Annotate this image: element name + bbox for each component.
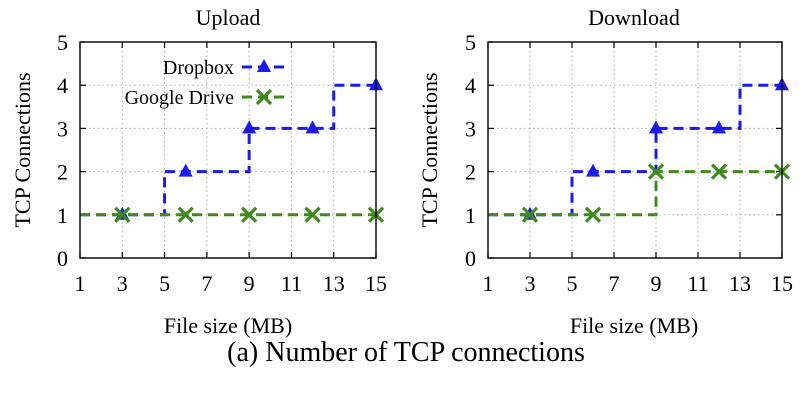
chart2-point-google-drive-stroke — [710, 163, 728, 180]
chart2-point-google-drive-stroke — [584, 206, 602, 223]
chart1-xtick-label: 3 — [117, 271, 128, 296]
chart2-ylabel: TCP Connections — [417, 72, 442, 227]
chart2-series-line-dropbox — [488, 83, 782, 217]
chart2-point-dropbox — [649, 120, 663, 134]
chart2-xtick-label: 15 — [771, 271, 793, 296]
chart2-point-google-drive-stroke — [521, 206, 539, 223]
chart2-ytick-label: 5 — [465, 30, 476, 55]
chart1-ytick-label: 4 — [57, 73, 68, 98]
chart1-xtick-label: 9 — [244, 271, 255, 296]
chart2-ytick-label: 3 — [465, 116, 476, 141]
figure-caption: (a) Number of TCP connections — [227, 337, 585, 368]
chart2-xtick-label: 9 — [651, 271, 662, 296]
legend-marker-triangle-icon — [257, 59, 271, 72]
chart2-xtick-label: 5 — [567, 271, 578, 296]
chart1-point-google-drive — [177, 206, 194, 223]
chart2-ytick-label: 2 — [465, 160, 476, 185]
chart1-xtick-label: 5 — [159, 271, 170, 296]
chart1-xtick-label: 1 — [75, 271, 86, 296]
chart1-point-dropbox — [242, 120, 257, 134]
chart2-xtick-label: 7 — [609, 271, 620, 296]
chart1-point-google-drive-stroke — [177, 206, 194, 223]
chart2-series-line-google-drive — [488, 170, 782, 217]
chart2-xtick-label: 3 — [525, 271, 536, 296]
legend-label-dropbox: Dropbox — [163, 57, 234, 79]
chart1-point-dropbox — [178, 163, 193, 177]
chart2-plot-frame — [487, 41, 783, 259]
chart1-ytick-label: 0 — [57, 246, 68, 271]
chart1-point-google-drive-stroke — [241, 206, 258, 223]
chart1-point-dropbox — [305, 120, 320, 134]
chart2-xtick-label: 13 — [729, 271, 751, 296]
chart1-point-google-drive-stroke — [114, 206, 131, 223]
legend-marker-x-icon — [255, 88, 273, 106]
chart2-point-google-drive — [584, 206, 602, 223]
chart1-point-google-drive — [241, 206, 258, 223]
chart2-ytick-label: 1 — [465, 203, 476, 228]
chart2-xtick-label: 11 — [687, 271, 708, 296]
chart2-point-dropbox — [586, 163, 600, 177]
chart1-title: Upload — [196, 5, 261, 30]
chart1-xlabel: File size (MB) — [164, 313, 292, 338]
chart1-ylabel: TCP Connections — [10, 72, 35, 227]
chart1-point-google-drive-stroke — [304, 206, 321, 223]
chart2-point-google-drive — [521, 206, 539, 223]
legend-label-google-drive: Google Drive — [125, 87, 235, 109]
chart1-point-google-drive — [304, 206, 321, 223]
chart1-ytick-label: 5 — [57, 30, 68, 55]
chart2-xlabel: File size (MB) — [570, 313, 698, 338]
chart2-xtick-label: 1 — [483, 271, 494, 296]
chart2-title: Download — [588, 5, 680, 30]
chart1-xtick-label: 15 — [365, 271, 387, 296]
chart1-ytick-label: 2 — [57, 160, 68, 185]
chart1-xtick-label: 13 — [323, 271, 345, 296]
chart1-plot-frame — [79, 41, 377, 259]
chart2-point-dropbox — [712, 120, 726, 134]
chart2-point-google-drive — [710, 163, 728, 180]
chart1-xtick-label: 11 — [281, 271, 302, 296]
chart1-ytick-label: 3 — [57, 116, 68, 141]
chart1-ytick-label: 1 — [57, 203, 68, 228]
chart2-point-google-drive-stroke — [647, 163, 665, 180]
chart1-xtick-label: 7 — [201, 271, 212, 296]
chart2-point-google-drive — [647, 163, 665, 180]
chart2-ytick-label: 0 — [465, 246, 476, 271]
chart1-point-google-drive — [114, 206, 131, 223]
chart2-ytick-label: 4 — [465, 73, 476, 98]
